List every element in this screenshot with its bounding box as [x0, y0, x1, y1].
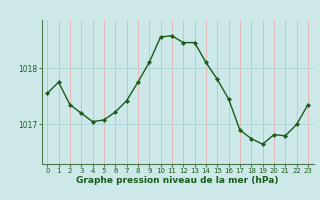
X-axis label: Graphe pression niveau de la mer (hPa): Graphe pression niveau de la mer (hPa)	[76, 176, 279, 185]
